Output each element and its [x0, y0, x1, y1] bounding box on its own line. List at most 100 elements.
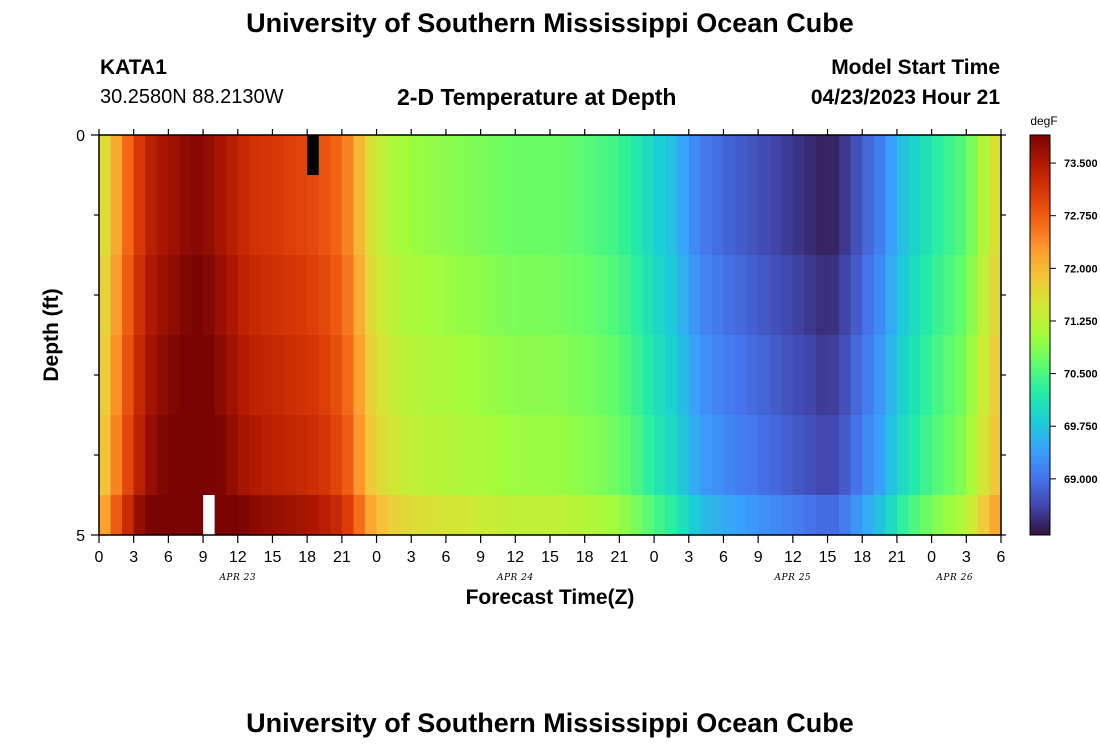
heat-cell: [457, 255, 470, 336]
heat-cell: [226, 255, 239, 336]
x-tick-label: 9: [199, 549, 208, 566]
heat-cell: [122, 175, 135, 256]
x-tick-label: 18: [853, 549, 871, 566]
heat-cell: [307, 175, 320, 256]
heat-cell: [723, 135, 736, 176]
heat-cell: [931, 175, 944, 256]
heat-cell: [596, 135, 609, 176]
heat-cell: [422, 175, 435, 256]
heat-cell: [723, 175, 736, 256]
heat-cell: [434, 135, 447, 176]
heat-cell: [284, 415, 297, 496]
heat-cell: [457, 415, 470, 496]
heat-cell: [561, 175, 574, 256]
heat-cell: [526, 415, 540, 496]
heat-cell: [642, 135, 655, 176]
heat-cell: [480, 415, 493, 496]
heat-cell: [954, 255, 967, 336]
heat-cell: [665, 335, 678, 416]
heat-cell: [434, 255, 447, 336]
heat-cell: [677, 495, 690, 536]
station-id: KATA1: [100, 56, 167, 79]
heat-cell: [122, 495, 135, 536]
y-tick-label: 0: [76, 128, 85, 145]
heat-cell: [226, 335, 239, 416]
heat-cell: [318, 175, 331, 256]
heat-cell: [260, 255, 274, 336]
heat-cell: [654, 255, 667, 336]
heat-cell: [839, 495, 852, 536]
heat-cell: [249, 255, 262, 336]
heat-cell: [214, 495, 227, 536]
heat-cell: [735, 255, 748, 336]
heat-cell: [341, 335, 355, 416]
x-tick-label: 12: [506, 549, 524, 566]
heat-cell: [954, 415, 967, 496]
heat-cell: [469, 415, 482, 496]
colorbar-label: 69.000: [1064, 474, 1098, 486]
heat-cell: [445, 415, 459, 496]
heat-cell: [376, 415, 389, 496]
heat-cell: [619, 495, 632, 536]
heat-cell: [596, 335, 609, 416]
heat-cell: [341, 415, 355, 496]
heat-cell: [422, 255, 435, 336]
heat-cell: [735, 495, 748, 536]
heat-cell: [873, 495, 886, 536]
heat-cell: [203, 335, 216, 416]
heat-cell: [954, 335, 967, 416]
heat-cell: [191, 335, 204, 416]
heat-cell: [376, 255, 389, 336]
heat-cell: [977, 335, 991, 416]
heat-cell: [330, 175, 343, 256]
heat-cell: [723, 415, 736, 496]
heat-cell: [966, 415, 979, 496]
heat-cell: [966, 335, 979, 416]
heat-cell: [850, 255, 863, 336]
heat-cell: [966, 175, 979, 256]
heat-cell: [827, 495, 840, 536]
heat-cell: [503, 495, 516, 536]
heat-cell: [630, 135, 644, 176]
heat-cell: [295, 335, 308, 416]
heat-cell: [619, 255, 632, 336]
heat-cell: [584, 255, 597, 336]
x-tick-label: 9: [476, 549, 485, 566]
heat-cell: [318, 335, 331, 416]
heat-cell: [492, 495, 505, 536]
heat-cell: [492, 335, 505, 416]
heat-cell: [272, 415, 285, 496]
heat-cell: [920, 175, 933, 256]
heat-cell: [943, 255, 956, 336]
heat-cell: [873, 335, 886, 416]
x-tick-label: 0: [927, 549, 936, 566]
heat-cell: [931, 415, 944, 496]
heat-cell: [642, 175, 655, 256]
heat-cell: [920, 495, 933, 536]
heat-cell: [677, 335, 690, 416]
heat-cell: [827, 135, 840, 176]
heat-cell: [677, 135, 690, 176]
heat-cell: [896, 135, 910, 176]
x-tick-label: 3: [407, 549, 416, 566]
heat-cell: [607, 135, 620, 176]
chart-subtitle: 2-D Temperature at Depth: [397, 84, 677, 110]
heat-cell: [746, 335, 759, 416]
heat-cell: [411, 175, 424, 256]
heat-cell: [272, 175, 285, 256]
heat-cell: [318, 495, 331, 536]
heat-cell: [654, 335, 667, 416]
heat-cell: [330, 415, 343, 496]
y-axis: 05: [76, 128, 1006, 545]
heat-cell: [908, 495, 921, 536]
heat-cell: [434, 495, 447, 536]
heat-cell: [862, 495, 875, 536]
heat-cell: [99, 175, 112, 256]
colorbar-label: 73.500: [1064, 158, 1098, 170]
heat-cell: [723, 335, 736, 416]
heat-cell: [526, 255, 540, 336]
heat-cell: [977, 175, 991, 256]
heat-cell: [133, 335, 146, 416]
x-tick-label: 6: [441, 549, 450, 566]
heat-cell: [815, 335, 829, 416]
